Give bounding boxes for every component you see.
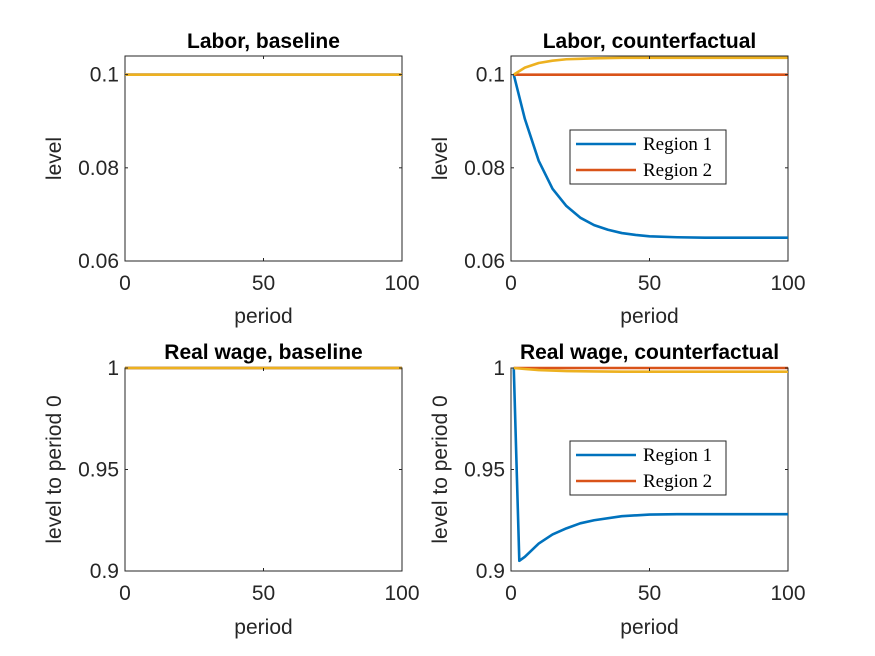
- x-tick-label: 50: [638, 272, 661, 295]
- x-tick-label: 100: [770, 272, 805, 295]
- y-tick-label: 1: [493, 357, 505, 380]
- x-tick-label: 0: [119, 272, 131, 295]
- legend-box: [569, 129, 727, 185]
- y-axis-label: level: [429, 137, 452, 180]
- x-tick-label: 50: [638, 582, 661, 605]
- chart-title: Real wage, counterfactual: [520, 341, 779, 364]
- chart-title: Real wage, baseline: [164, 341, 362, 364]
- y-tick-label: 0.08: [464, 157, 505, 180]
- legend: Region 1 Region 2: [569, 129, 727, 185]
- x-tick-label: 50: [252, 582, 275, 605]
- x-tick-label: 100: [384, 582, 419, 605]
- y-tick-label: 0.08: [78, 157, 119, 180]
- x-tick-label: 0: [505, 272, 517, 295]
- legend-label: Region 2: [643, 160, 712, 181]
- x-axis-label: period: [620, 305, 678, 328]
- x-axis-label: period: [234, 616, 292, 639]
- legend-box: [569, 440, 727, 496]
- series-line-3: [513, 366, 788, 373]
- chart-title: Labor, counterfactual: [543, 30, 757, 53]
- y-tick-label: 0.06: [464, 250, 505, 273]
- y-axis-label: level: [43, 137, 66, 180]
- y-tick-label: 0.95: [78, 459, 119, 482]
- legend-label: Region 1: [643, 445, 712, 466]
- x-tick-label: 100: [384, 272, 419, 295]
- y-tick-label: 0.1: [476, 64, 505, 87]
- y-tick-label: 0.9: [476, 560, 505, 583]
- legend: Region 1 Region 2: [569, 440, 727, 496]
- panel-labor-baseline: Labor, baseline level period 0 50 100 0.06 0…: [43, 30, 420, 328]
- series-line-3: [513, 56, 788, 76]
- panel-labor-counterfactual: Labor, counterfactual level period 0 50 10…: [429, 30, 806, 328]
- y-tick-label: 0.9: [90, 560, 119, 583]
- x-tick-label: 100: [770, 582, 805, 605]
- x-tick-label: 0: [119, 582, 131, 605]
- y-tick-label: 0.1: [90, 64, 119, 87]
- chart-title: Labor, baseline: [187, 30, 340, 53]
- series-line-region-1: [512, 367, 788, 563]
- y-axis-label: level to period 0: [43, 395, 66, 543]
- panel-real-wage-counterfactual: Real wage, counterfactual level to perio…: [429, 341, 806, 639]
- x-tick-label: 0: [505, 582, 517, 605]
- x-tick-label: 50: [252, 272, 275, 295]
- y-tick-label: 1: [107, 357, 119, 380]
- y-tick-label: 0.95: [464, 459, 505, 482]
- legend-label: Region 1: [643, 134, 712, 155]
- series-line-region-1: [512, 74, 788, 239]
- x-axis-label: period: [234, 305, 292, 328]
- panel-real-wage-baseline: Real wage, baseline level to period 0 pe…: [43, 341, 420, 639]
- x-axis-label: period: [620, 616, 678, 639]
- y-axis-label: level to period 0: [429, 395, 452, 543]
- y-tick-label: 0.06: [78, 250, 119, 273]
- legend-label: Region 2: [643, 471, 712, 492]
